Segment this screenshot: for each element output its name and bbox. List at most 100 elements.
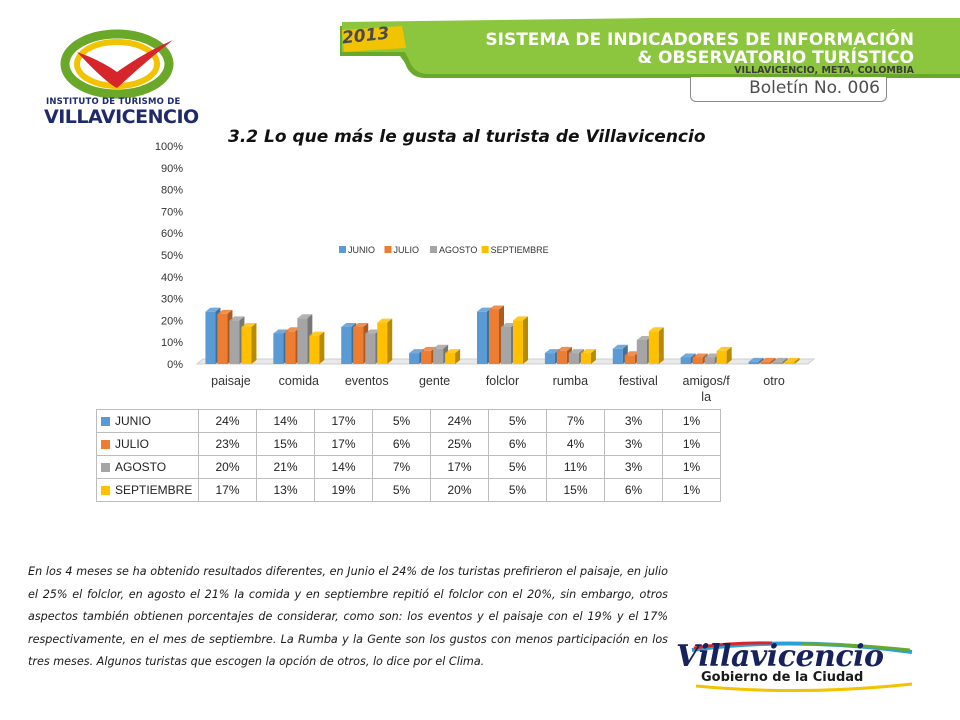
table-row: AGOSTO 20% 21% 14% 7% 17% 5% 11% 3% 1% [96,455,721,479]
table-cell: 3% [604,455,663,479]
bar-septiembre-4 [513,316,528,364]
table-cell: 5% [488,455,547,479]
legend-label: SEPTIEMBRE [491,245,549,255]
y-tick-label: 20% [161,315,183,327]
table-row-header: AGOSTO [96,455,199,479]
legend-key-icon [101,440,110,450]
legend-key-icon [101,486,110,496]
x-tick-label: paisaje [211,374,251,388]
table-cell: 23% [198,432,257,456]
table-cell: 4% [546,432,605,456]
logo-text-city: VILLAVICENCIO [44,106,199,128]
table-cell: 15% [256,432,315,456]
table-cell: 17% [198,478,257,502]
table-cell: 25% [430,432,489,456]
table-cell: 1% [662,455,721,479]
table-cell: 20% [198,455,257,479]
bar-junio-6 [612,344,628,364]
bulletin-box [690,77,887,102]
series-name: SEPTIEMBRE [115,483,193,497]
x-tick-label: folclor [486,374,519,388]
table-cell: 1% [662,432,721,456]
y-tick-label: 50% [161,250,183,262]
chart-title: 3.2 Lo que más le gusta al turista de Vi… [228,127,706,147]
bar-septiembre-7 [716,346,732,364]
header-banner [340,18,960,78]
table-cell: 7% [372,455,431,479]
table-cell: 17% [430,455,489,479]
y-tick-label: 80% [161,185,183,197]
table-cell: 6% [488,432,547,456]
bar-septiembre-3 [445,349,461,364]
table-cell: 1% [662,409,721,433]
table-cell: 15% [546,478,605,502]
table-cell: 5% [488,478,547,502]
bar-septiembre-1 [309,331,325,364]
table-cell: 1% [662,478,721,502]
x-tick-label: rumba [553,374,588,388]
table-row-header: JUNIO [96,409,199,433]
x-tick-label: amigos/f la [683,374,731,404]
table-cell: 17% [314,409,373,433]
x-tick-label: eventos [345,374,389,388]
banner-location: VILLAVICENCIO, META, COLOMBIA [734,65,914,76]
y-tick-label: 40% [161,272,183,284]
villavicencio-logo-icon [691,641,913,693]
series-name: JUNIO [115,414,151,428]
table-cell: 5% [488,409,547,433]
table-cell: 6% [372,432,431,456]
legend-key-icon [101,417,110,427]
table-cell: 11% [546,455,605,479]
table-cell: 3% [604,409,663,433]
y-tick-label: 0% [167,359,183,371]
chart-legend: JUNIO JULIO AGOSTO SEPTIEMBRE [339,245,549,255]
table-row-header: SEPTIEMBRE [96,478,199,502]
bottom-logo-name: Villavicencio [676,639,884,674]
table-cell: 21% [256,455,315,479]
bar-julio-8 [760,357,776,364]
bottom-logo-subtitle: Gobierno de la Ciudad [701,670,864,685]
bar-junio-8 [748,357,764,364]
y-tick-label: 60% [161,228,183,240]
table-cell: 5% [372,409,431,433]
chart-bars [205,305,800,364]
chart-data-table: JUNIO 24% 14% 17% 5% 24% 5% 7% 3% 1% JULIO 23% 15% 17… [96,409,721,502]
heart-swoosh-icon [60,29,174,99]
table-row: JUNIO 24% 14% 17% 5% 24% 5% 7% 3% 1% [96,409,721,433]
table-cell: 7% [546,409,605,433]
banner-title-line2: & OBSERVATORIO TURÍSTICO [637,48,914,68]
table-cell: 6% [604,478,663,502]
legend-key-icon [101,463,110,473]
logo-text-institute: INSTITUTO DE TURISMO DE [46,97,181,107]
table-cell: 20% [430,478,489,502]
bar-septiembre-2 [377,318,393,364]
legend-swatch [384,246,392,253]
table-cell: 24% [198,409,257,433]
legend-label: JUNIO [348,245,375,255]
legend-label: AGOSTO [439,245,477,255]
banner-title-line1: SISTEMA DE INDICADORES DE INFORMACIÓN [485,30,914,50]
y-tick-label: 10% [161,337,183,349]
table-row-header: JULIO [96,432,199,456]
legend-swatch [430,246,437,253]
legend-label: JULIO [394,245,420,255]
x-tick-label: gente [419,374,450,388]
table-cell: 24% [430,409,489,433]
y-tick-label: 70% [161,206,183,218]
table-cell: 17% [314,432,373,456]
legend-swatch [481,246,489,253]
x-tick-label: festival [619,374,658,388]
description-paragraph: En los 4 meses se ha obtenido resultados… [28,565,668,668]
bulletin-number: Boletín No. 006 [749,78,880,98]
x-tick-label: comida [279,374,319,388]
y-tick-label: 100% [155,141,183,153]
bar-septiembre-6 [648,327,664,364]
y-tick-label: 30% [161,294,183,306]
y-tick-label: 90% [161,163,183,175]
table-cell: 19% [314,478,373,502]
table-cell: 3% [604,432,663,456]
table-cell: 13% [256,478,315,502]
bar-agosto-8 [772,357,788,364]
bar-septiembre-8 [784,357,800,364]
